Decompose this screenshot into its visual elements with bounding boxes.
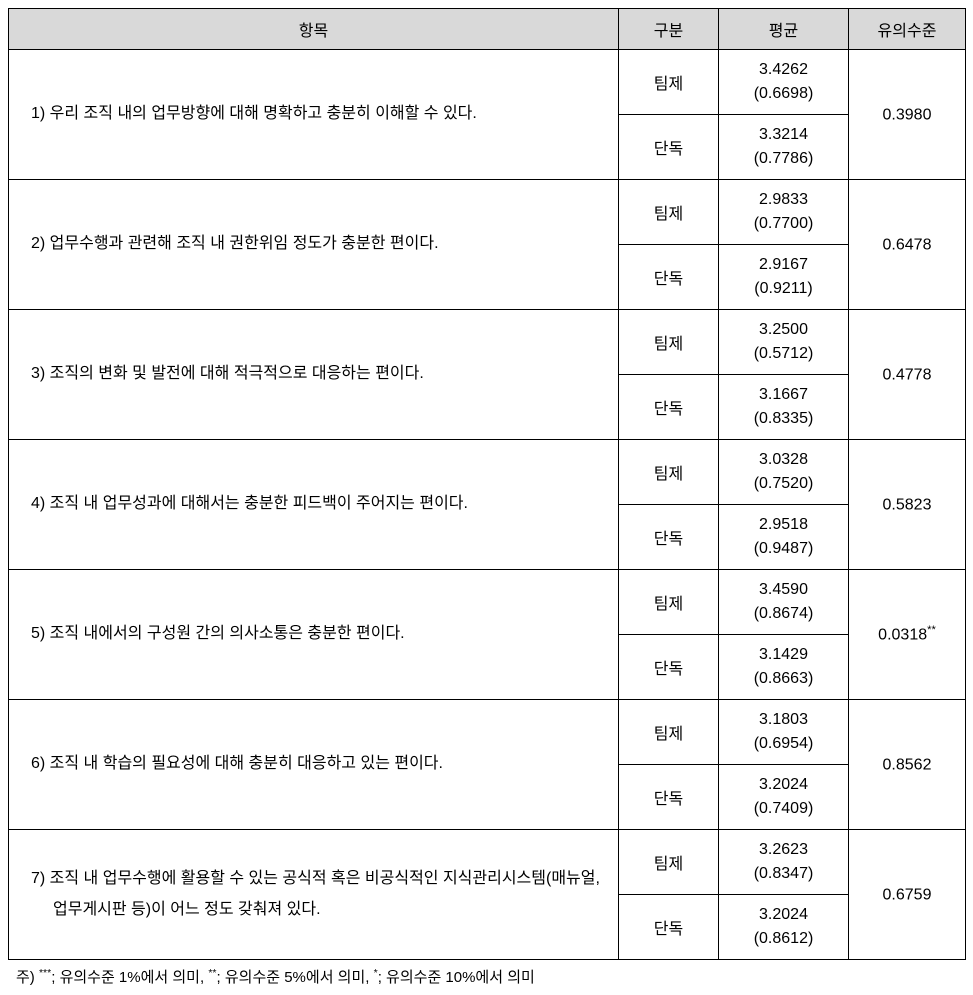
footnote-text-3: ; 유의수준 10%에서 의미 [378,969,535,986]
table-row: 4) 조직 내 업무성과에 대해서는 충분한 피드백이 주어지는 편이다.팀제3… [9,440,966,505]
sig-mark: ** [927,624,936,636]
mean-team: 3.4262 (0.6698) [719,50,849,115]
mean-value: 2.9167 [759,256,808,273]
mean-team: 3.4590 (0.8674) [719,570,849,635]
sig-cell: 0.8562 [849,700,966,830]
sig-value: 0.0318 [878,627,927,644]
footnote-text-2: ; 유의수준 5%에서 의미, [217,969,374,986]
sd-value: (0.9487) [754,540,814,557]
mean-solo: 2.9167 (0.9211) [719,245,849,310]
sd-value: (0.6954) [754,735,814,752]
footnote: 주) ***; 유의수준 1%에서 의미, **; 유의수준 5%에서 의미, … [8,966,965,987]
footnote-text-1: ; 유의수준 1%에서 의미, [51,969,208,986]
mean-value: 3.3214 [759,126,808,143]
survey-table: 항목 구분 평균 유의수준 1) 우리 조직 내의 업무방향에 대해 명확하고 … [8,8,966,960]
mean-value: 3.4590 [759,581,808,598]
table-row: 2) 업무수행과 관련해 조직 내 권한위임 정도가 충분한 편이다.팀제2.9… [9,180,966,245]
sig-cell: 0.0318** [849,570,966,700]
sd-value: (0.8612) [754,930,814,947]
footnote-mark-1: *** [39,967,51,979]
gubun-team: 팀제 [619,830,719,895]
item-cell: 4) 조직 내 업무성과에 대해서는 충분한 피드백이 주어지는 편이다. [9,440,619,570]
mean-value: 3.1803 [759,711,808,728]
sig-cell: 0.5823 [849,440,966,570]
table-row: 1) 우리 조직 내의 업무방향에 대해 명확하고 충분히 이해할 수 있다.팀… [9,50,966,115]
mean-value: 3.2024 [759,776,808,793]
sig-cell: 0.4778 [849,310,966,440]
footnote-mark-2: ** [208,967,216,979]
mean-value: 3.1667 [759,386,808,403]
mean-team: 2.9833 (0.7700) [719,180,849,245]
table-row: 3) 조직의 변화 및 발전에 대해 적극적으로 대응하는 편이다.팀제3.25… [9,310,966,375]
mean-value: 3.4262 [759,61,808,78]
table-row: 5) 조직 내에서의 구성원 간의 의사소통은 충분한 편이다.팀제3.4590… [9,570,966,635]
mean-team: 3.0328 (0.7520) [719,440,849,505]
header-item: 항목 [9,9,619,50]
sd-value: (0.6698) [754,85,814,102]
mean-solo: 3.1429 (0.8663) [719,635,849,700]
table-row: 7) 조직 내 업무수행에 활용할 수 있는 공식적 혹은 비공식적인 지식관리… [9,830,966,895]
mean-solo: 3.1667 (0.8335) [719,375,849,440]
sig-value: 0.6759 [883,887,932,904]
mean-value: 2.9833 [759,191,808,208]
mean-solo: 3.2024(0.8612) [719,895,849,960]
sig-value: 0.5823 [883,497,932,514]
sd-value: (0.7786) [754,150,814,167]
gubun-solo: 단독 [619,895,719,960]
gubun-team: 팀제 [619,700,719,765]
mean-value: 3.0328 [759,451,808,468]
gubun-solo: 단독 [619,245,719,310]
mean-team: 3.1803 (0.6954) [719,700,849,765]
gubun-solo: 단독 [619,635,719,700]
sd-value: (0.8663) [754,670,814,687]
mean-solo: 3.2024 (0.7409) [719,765,849,830]
sd-value: (0.7700) [754,215,814,232]
sig-value: 0.3980 [883,107,932,124]
gubun-team: 팀제 [619,50,719,115]
item-cell: 6) 조직 내 학습의 필요성에 대해 충분히 대응하고 있는 편이다. [9,700,619,830]
sd-value: (0.8347) [754,865,814,882]
item-cell: 3) 조직의 변화 및 발전에 대해 적극적으로 대응하는 편이다. [9,310,619,440]
sig-value: 0.8562 [883,757,932,774]
sig-cell: 0.6478 [849,180,966,310]
item-cell: 1) 우리 조직 내의 업무방향에 대해 명확하고 충분히 이해할 수 있다. [9,50,619,180]
sd-value: (0.5712) [754,345,814,362]
gubun-team: 팀제 [619,310,719,375]
mean-value: 2.9518 [759,516,808,533]
footnote-prefix: 주) [16,969,39,986]
mean-solo: 3.3214 (0.7786) [719,115,849,180]
gubun-solo: 단독 [619,375,719,440]
table-body: 1) 우리 조직 내의 업무방향에 대해 명확하고 충분히 이해할 수 있다.팀… [9,50,966,960]
sd-value: (0.7520) [754,475,814,492]
header-sig: 유의수준 [849,9,966,50]
item-cell: 2) 업무수행과 관련해 조직 내 권한위임 정도가 충분한 편이다. [9,180,619,310]
mean-solo: 2.9518 (0.9487) [719,505,849,570]
mean-value: 3.1429 [759,646,808,663]
sd-value: (0.8674) [754,605,814,622]
header-gubun: 구분 [619,9,719,50]
sig-cell: 0.6759 [849,830,966,960]
sd-value: (0.8335) [754,410,814,427]
mean-value: 3.2500 [759,321,808,338]
mean-team: 3.2623 (0.8347) [719,830,849,895]
gubun-team: 팀제 [619,440,719,505]
item-cell: 5) 조직 내에서의 구성원 간의 의사소통은 충분한 편이다. [9,570,619,700]
item-cell: 7) 조직 내 업무수행에 활용할 수 있는 공식적 혹은 비공식적인 지식관리… [9,830,619,960]
header-row: 항목 구분 평균 유의수준 [9,9,966,50]
sig-cell: 0.3980 [849,50,966,180]
sig-value: 0.4778 [883,367,932,384]
gubun-solo: 단독 [619,505,719,570]
table-row: 6) 조직 내 학습의 필요성에 대해 충분히 대응하고 있는 편이다.팀제3.… [9,700,966,765]
mean-team: 3.2500 (0.5712) [719,310,849,375]
sd-value: (0.9211) [754,280,812,297]
gubun-solo: 단독 [619,765,719,830]
gubun-solo: 단독 [619,115,719,180]
gubun-team: 팀제 [619,570,719,635]
mean-value: 3.2623 [759,841,808,858]
sd-value: (0.7409) [754,800,814,817]
sig-value: 0.6478 [883,237,932,254]
gubun-team: 팀제 [619,180,719,245]
header-mean: 평균 [719,9,849,50]
